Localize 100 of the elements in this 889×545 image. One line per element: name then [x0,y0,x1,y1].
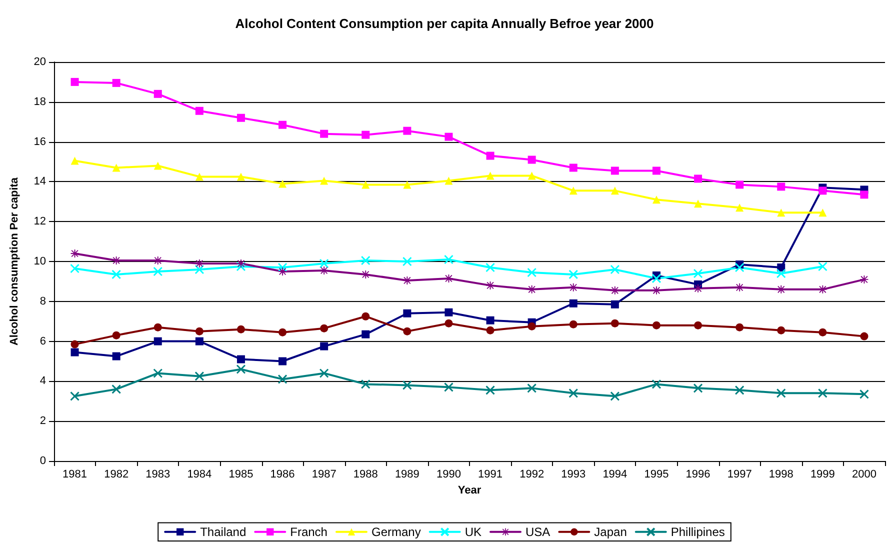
point [486,262,496,272]
point [319,258,329,268]
point [777,326,786,334]
point [610,186,619,195]
point [236,172,245,181]
point [569,164,578,172]
point [818,262,828,272]
point [153,368,163,378]
point [112,352,120,360]
point [112,78,120,87]
legend-label: Germany [371,524,421,539]
x-tick-label: 2000 [852,468,876,480]
legend-label: Phillipines [670,524,725,539]
point [112,270,122,280]
point [70,348,79,356]
point [652,166,660,175]
x-tick-label: 1990 [436,468,461,480]
point [236,114,245,122]
legend-label: UK [464,524,482,539]
point [278,328,287,336]
y-tick-label: 8 [40,295,46,308]
point [694,284,702,292]
point [444,254,454,264]
point [736,323,744,332]
point [652,286,660,294]
y-tick-label: 0 [40,455,46,467]
x-tick-label: 1981 [62,468,88,480]
point [528,156,536,164]
point [70,156,79,165]
point [527,268,537,278]
x-tick-label: 1988 [353,468,378,480]
x-tick-label: 1984 [187,468,212,480]
x-tick-label: 1987 [312,468,336,480]
point [320,130,328,138]
y-tick-label: 12 [34,216,46,228]
point [610,166,619,175]
point [403,309,412,318]
point [278,357,287,366]
x-tick-label: 1992 [520,468,544,480]
point [236,364,246,374]
x-tick-label: 1999 [810,468,835,480]
point [362,330,370,338]
point [610,264,620,274]
point [278,120,287,129]
point [70,78,79,86]
point [70,264,80,274]
point [528,172,536,180]
point [734,385,744,395]
point [652,321,660,330]
x-tick-label: 1991 [478,468,503,480]
point [610,300,619,308]
point [486,326,494,334]
point [693,383,703,393]
point [195,327,204,336]
point [362,130,370,139]
point [236,355,245,364]
point [362,180,370,189]
x-tick-label: 1983 [146,468,170,480]
point [112,384,122,394]
point [195,337,204,346]
point [444,132,453,141]
y-tick-label: 4 [40,375,46,388]
point [444,382,454,392]
point [569,299,578,308]
point [568,388,578,398]
y-tick-label: 16 [34,136,46,148]
point [319,368,329,378]
point [694,174,702,183]
point [777,182,786,191]
point [278,374,288,384]
point [694,200,702,208]
legend-label: Japan [594,524,627,539]
y-tick-label: 18 [34,96,46,108]
point [153,266,163,276]
legend-label: USA [526,524,550,539]
point [236,259,245,268]
point [112,164,120,172]
point [320,324,328,332]
point [486,172,494,180]
point [528,322,536,330]
legend-label: Thailand [200,524,246,539]
point [486,316,494,324]
point [444,308,453,316]
point [486,385,496,395]
point [195,259,204,268]
y-tick-label: 2 [40,415,46,428]
point [154,256,162,265]
x-tick-label: 1998 [768,468,794,480]
point [154,323,162,332]
point [693,268,703,278]
point [486,152,494,160]
point [818,186,827,195]
point [610,391,620,401]
point [818,208,827,217]
point [736,180,744,189]
point [236,325,245,334]
point [278,262,288,272]
point [402,380,412,390]
point [362,312,370,320]
point [70,391,80,401]
